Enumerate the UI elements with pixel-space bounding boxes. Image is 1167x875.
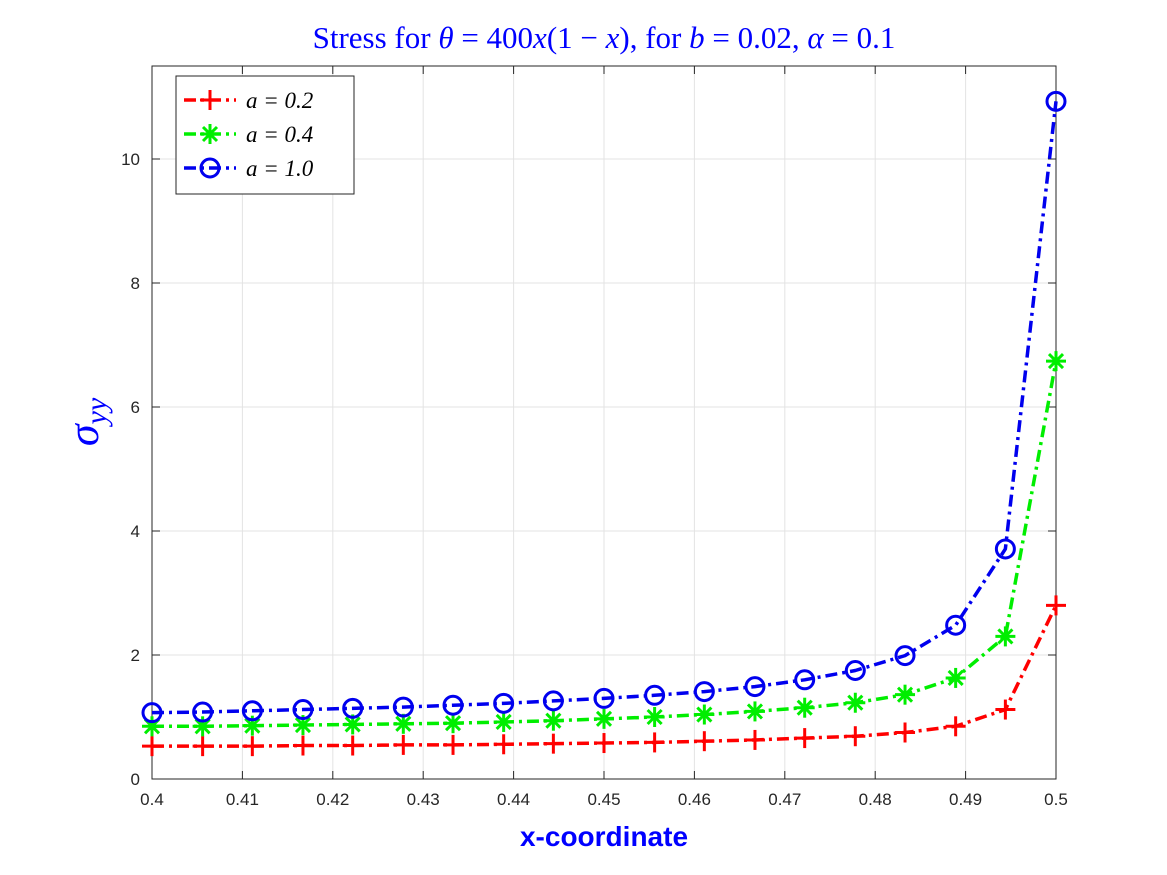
x-tick-label: 0.43 xyxy=(407,790,440,809)
data-point xyxy=(292,699,314,721)
data-point xyxy=(845,692,866,713)
data-point xyxy=(894,645,916,667)
x-tick-label: 0.4 xyxy=(140,790,164,809)
data-point xyxy=(393,734,414,755)
data-point xyxy=(393,713,414,734)
x-tick-label: 0.42 xyxy=(316,790,349,809)
legend-marker xyxy=(199,157,221,179)
y-tick-label: 0 xyxy=(131,770,140,789)
x-tick-label: 0.46 xyxy=(678,790,711,809)
data-point xyxy=(192,736,213,757)
x-tick-label: 0.45 xyxy=(587,790,620,809)
data-point xyxy=(542,690,564,712)
data-point xyxy=(443,734,464,755)
y-tick-label: 6 xyxy=(131,398,140,417)
legend-label: a = 1.0 xyxy=(246,156,314,181)
data-point xyxy=(995,699,1016,720)
data-point xyxy=(644,707,665,727)
x-tick-label: 0.41 xyxy=(226,790,259,809)
x-tick-label: 0.5 xyxy=(1044,790,1068,809)
data-point xyxy=(594,708,614,729)
data-point xyxy=(895,722,916,743)
data-point xyxy=(644,684,666,706)
data-point xyxy=(141,702,163,724)
legend-label: a = 0.2 xyxy=(246,88,313,113)
data-point xyxy=(493,692,515,714)
data-point xyxy=(794,697,815,718)
y-tick-label: 8 xyxy=(131,274,140,293)
axis-ticks: 0.4 0.41 0.42 0.43 0.44 0.45 0.46 0.47 0.48 0.49 0… xyxy=(121,66,1068,809)
data-point xyxy=(945,614,967,636)
data-point xyxy=(242,715,263,736)
data-point xyxy=(1046,351,1066,372)
data-point xyxy=(142,736,162,757)
data-point xyxy=(1046,595,1066,616)
data-point xyxy=(543,710,564,731)
y-axis-label: σyy xyxy=(59,397,113,446)
data-point xyxy=(442,694,464,716)
data-point xyxy=(594,733,614,754)
y-axis-label-subscript: yy xyxy=(80,397,113,427)
data-point xyxy=(242,736,263,757)
data-point xyxy=(342,697,364,719)
legend-label: a = 0.4 xyxy=(246,122,313,147)
chart-title: Stress for θ = 400x(1 − x), for b = 0.02… xyxy=(313,20,896,55)
data-point xyxy=(744,729,765,750)
legend-item: a = 1.0 xyxy=(184,156,314,181)
x-tick-label: 0.47 xyxy=(768,790,801,809)
data-point xyxy=(694,731,715,752)
data-point xyxy=(994,538,1016,560)
legend-marker xyxy=(200,90,220,110)
data-point xyxy=(644,732,665,753)
y-tick-label: 2 xyxy=(131,646,140,665)
data-point xyxy=(995,626,1016,647)
data-point xyxy=(292,735,313,756)
y-axis-label-symbol: σ xyxy=(59,422,108,446)
data-point xyxy=(292,715,313,736)
data-point xyxy=(192,716,213,737)
data-point xyxy=(895,684,916,705)
series-1 xyxy=(142,595,1066,757)
legend[interactable]: a = 0.2 a = 0.4 a = 1.0 xyxy=(175,75,355,195)
data-point xyxy=(945,667,966,688)
series-group xyxy=(141,90,1067,757)
data-point xyxy=(342,735,363,756)
data-point xyxy=(794,728,815,749)
legend-item: a = 0.2 xyxy=(184,88,313,113)
x-tick-label: 0.48 xyxy=(859,790,892,809)
data-point xyxy=(744,701,765,722)
data-point xyxy=(1045,90,1067,112)
data-point xyxy=(443,713,464,734)
data-point xyxy=(241,700,263,722)
x-tick-label: 0.44 xyxy=(497,790,530,809)
y-tick-label: 4 xyxy=(131,522,140,541)
data-point xyxy=(392,696,414,718)
x-axis-label: x-coordinate xyxy=(520,821,688,852)
data-point xyxy=(744,676,766,698)
data-point xyxy=(694,704,715,725)
data-point xyxy=(593,687,615,709)
data-point xyxy=(543,733,564,754)
series-line xyxy=(151,101,1058,715)
data-point xyxy=(493,734,514,755)
data-point xyxy=(493,711,514,732)
data-point xyxy=(845,726,866,747)
legend-marker xyxy=(200,124,220,144)
series-3 xyxy=(141,90,1067,724)
y-tick-label: 10 xyxy=(121,150,140,169)
data-point xyxy=(794,669,816,691)
data-point xyxy=(844,660,866,681)
data-point xyxy=(693,681,715,703)
data-point xyxy=(945,716,966,737)
x-tick-label: 0.49 xyxy=(949,790,982,809)
legend-item: a = 0.4 xyxy=(184,122,313,147)
data-point xyxy=(192,701,214,723)
